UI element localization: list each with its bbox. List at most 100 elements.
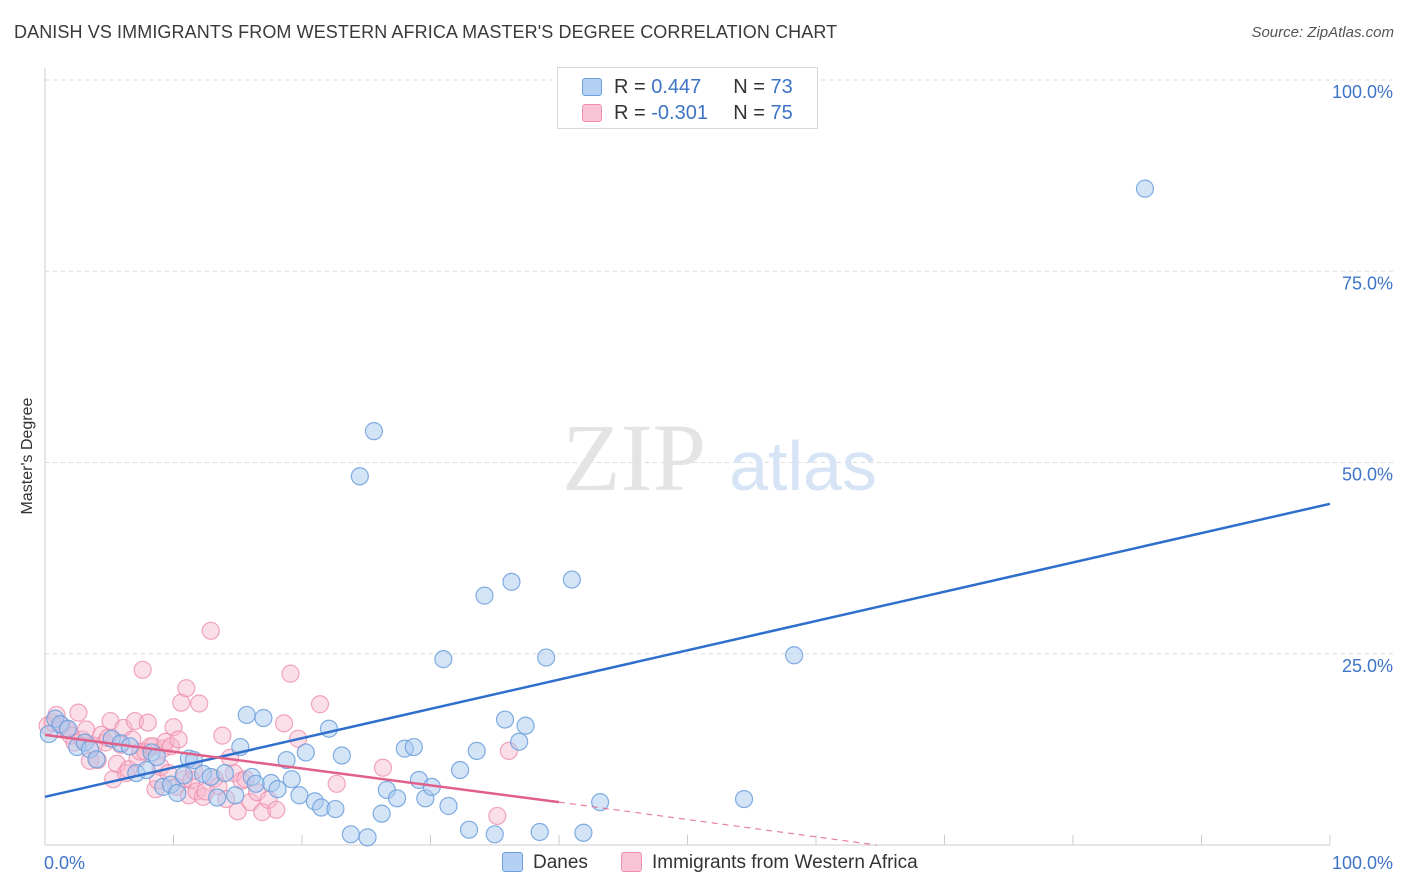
danes-point-68 — [574, 823, 593, 842]
danes-point-65 — [530, 822, 549, 842]
tick-labels: 25.0% 50.0% 75.0% 100.0% 0.0% 100.0% — [44, 82, 1393, 873]
y-axis-label: Master's Degree — [19, 397, 36, 515]
danes-point-23 — [208, 788, 227, 807]
immigrants-r-label: R = — [614, 102, 652, 124]
danes-point-40 — [326, 799, 345, 819]
danes-point-24 — [215, 763, 234, 783]
danes-points — [39, 179, 1155, 847]
danes-point-0 — [39, 724, 58, 744]
danes-point-46 — [372, 804, 391, 823]
immigrants-point-55 — [213, 726, 232, 745]
danes-point-7 — [87, 750, 106, 769]
danes-point-66 — [537, 648, 556, 667]
legend-row-danes: R = 0.447 N = 73 — [582, 76, 793, 100]
danes-r-label: R = — [614, 76, 652, 98]
danes-point-45 — [364, 422, 384, 441]
x-tick-label-0: 0.0% — [44, 853, 85, 873]
immigrants-point-41 — [169, 730, 188, 749]
bottom-immigrants-swatch — [621, 852, 642, 872]
danes-point-71 — [785, 646, 804, 665]
danes-point-67 — [562, 570, 581, 589]
danes-point-41 — [332, 746, 351, 765]
danes-point-62 — [502, 572, 521, 591]
immigrants-point-52 — [201, 621, 220, 640]
danes-point-58 — [467, 741, 486, 761]
danes-point-57 — [459, 820, 479, 839]
danes-n-value: 73 — [770, 76, 793, 98]
immigrants-point-68 — [281, 664, 300, 683]
danes-point-59 — [475, 586, 494, 605]
immigrants-trend-extension — [558, 801, 877, 846]
bottom-immigrants-label: Immigrants from Western Africa — [652, 852, 918, 873]
x-tick-label-100: 100.0% — [1332, 853, 1393, 873]
source-credit: Source: ZipAtlas.com — [1251, 24, 1394, 41]
immigrants-point-66 — [267, 800, 286, 819]
correlation-legend: R = 0.447 N = 73 R = -0.301 N = 75 — [557, 67, 818, 129]
danes-r-value: 0.447 — [651, 76, 702, 98]
danes-point-42 — [341, 825, 360, 844]
danes-point-48 — [387, 789, 407, 808]
bottom-legend-immigrants: Immigrants from Western Africa — [621, 852, 918, 876]
danes-swatch — [582, 78, 602, 96]
y-tick-label-75: 75.0% — [1342, 273, 1393, 293]
danes-point-17 — [168, 783, 187, 803]
bottom-danes-label: Danes — [533, 852, 588, 873]
danes-point-36 — [296, 743, 315, 762]
danes-point-25 — [226, 786, 245, 805]
immigrants-n-value: 75 — [770, 102, 793, 124]
danes-point-54 — [434, 650, 453, 669]
bottom-danes-swatch — [502, 852, 523, 872]
watermark: ZIP atlas — [562, 404, 877, 511]
immigrants-point-71 — [327, 774, 346, 793]
trend-lines — [44, 502, 1331, 846]
y-tick-label-25: 25.0% — [1342, 656, 1393, 676]
danes-point-60 — [485, 825, 504, 844]
danes-n-label: N = — [733, 76, 771, 98]
danes-point-70 — [734, 789, 754, 809]
danes-point-72 — [1135, 179, 1155, 198]
immigrants-point-7 — [69, 703, 88, 722]
danes-point-63 — [510, 732, 529, 751]
danes-point-61 — [495, 710, 515, 729]
immigrants-point-73 — [488, 806, 507, 826]
danes-point-69 — [591, 793, 610, 812]
axes — [44, 68, 1331, 846]
grid-lines — [45, 79, 1393, 655]
immigrants-point-27 — [133, 660, 152, 679]
bottom-legend-danes: Danes — [502, 852, 588, 876]
danes-point-33 — [277, 750, 296, 770]
immigrants-point-67 — [274, 714, 294, 733]
danes-point-43 — [350, 467, 369, 486]
legend-row-immigrants: R = -0.301 N = 75 — [582, 102, 793, 126]
immigrants-r-value: -0.301 — [651, 102, 708, 124]
danes-point-3 — [59, 719, 78, 738]
danes-point-34 — [282, 770, 301, 789]
immigrants-swatch — [582, 104, 602, 122]
immigrants-trend-line — [44, 733, 560, 804]
immigrants-point-62 — [241, 793, 260, 812]
y-tick-label-100: 100.0% — [1332, 82, 1393, 102]
y-tick-label-50: 50.0% — [1342, 465, 1393, 485]
danes-point-30 — [254, 708, 273, 728]
danes-point-27 — [237, 705, 256, 725]
danes-point-56 — [450, 760, 470, 780]
danes-point-55 — [439, 796, 458, 816]
danes-trend-line — [44, 502, 1331, 799]
immigrants-n-label: N = — [733, 102, 771, 124]
chart-title: DANISH VS IMMIGRANTS FROM WESTERN AFRICA… — [14, 22, 838, 42]
watermark-atlas: atlas — [729, 427, 877, 505]
danes-point-64 — [516, 716, 535, 735]
danes-point-18 — [174, 766, 193, 785]
immigrants-point-29 — [138, 713, 157, 732]
watermark-zip: ZIP — [562, 404, 706, 511]
immigrants-point-70 — [310, 695, 330, 714]
danes-point-32 — [268, 780, 287, 799]
danes-point-35 — [290, 786, 309, 805]
danes-point-50 — [404, 737, 423, 757]
immigrants-point-44 — [177, 679, 196, 698]
immigrants-point-49 — [190, 694, 209, 713]
immigrants-point-72 — [373, 758, 393, 777]
danes-point-44 — [358, 828, 377, 847]
danes-point-29 — [246, 774, 265, 793]
